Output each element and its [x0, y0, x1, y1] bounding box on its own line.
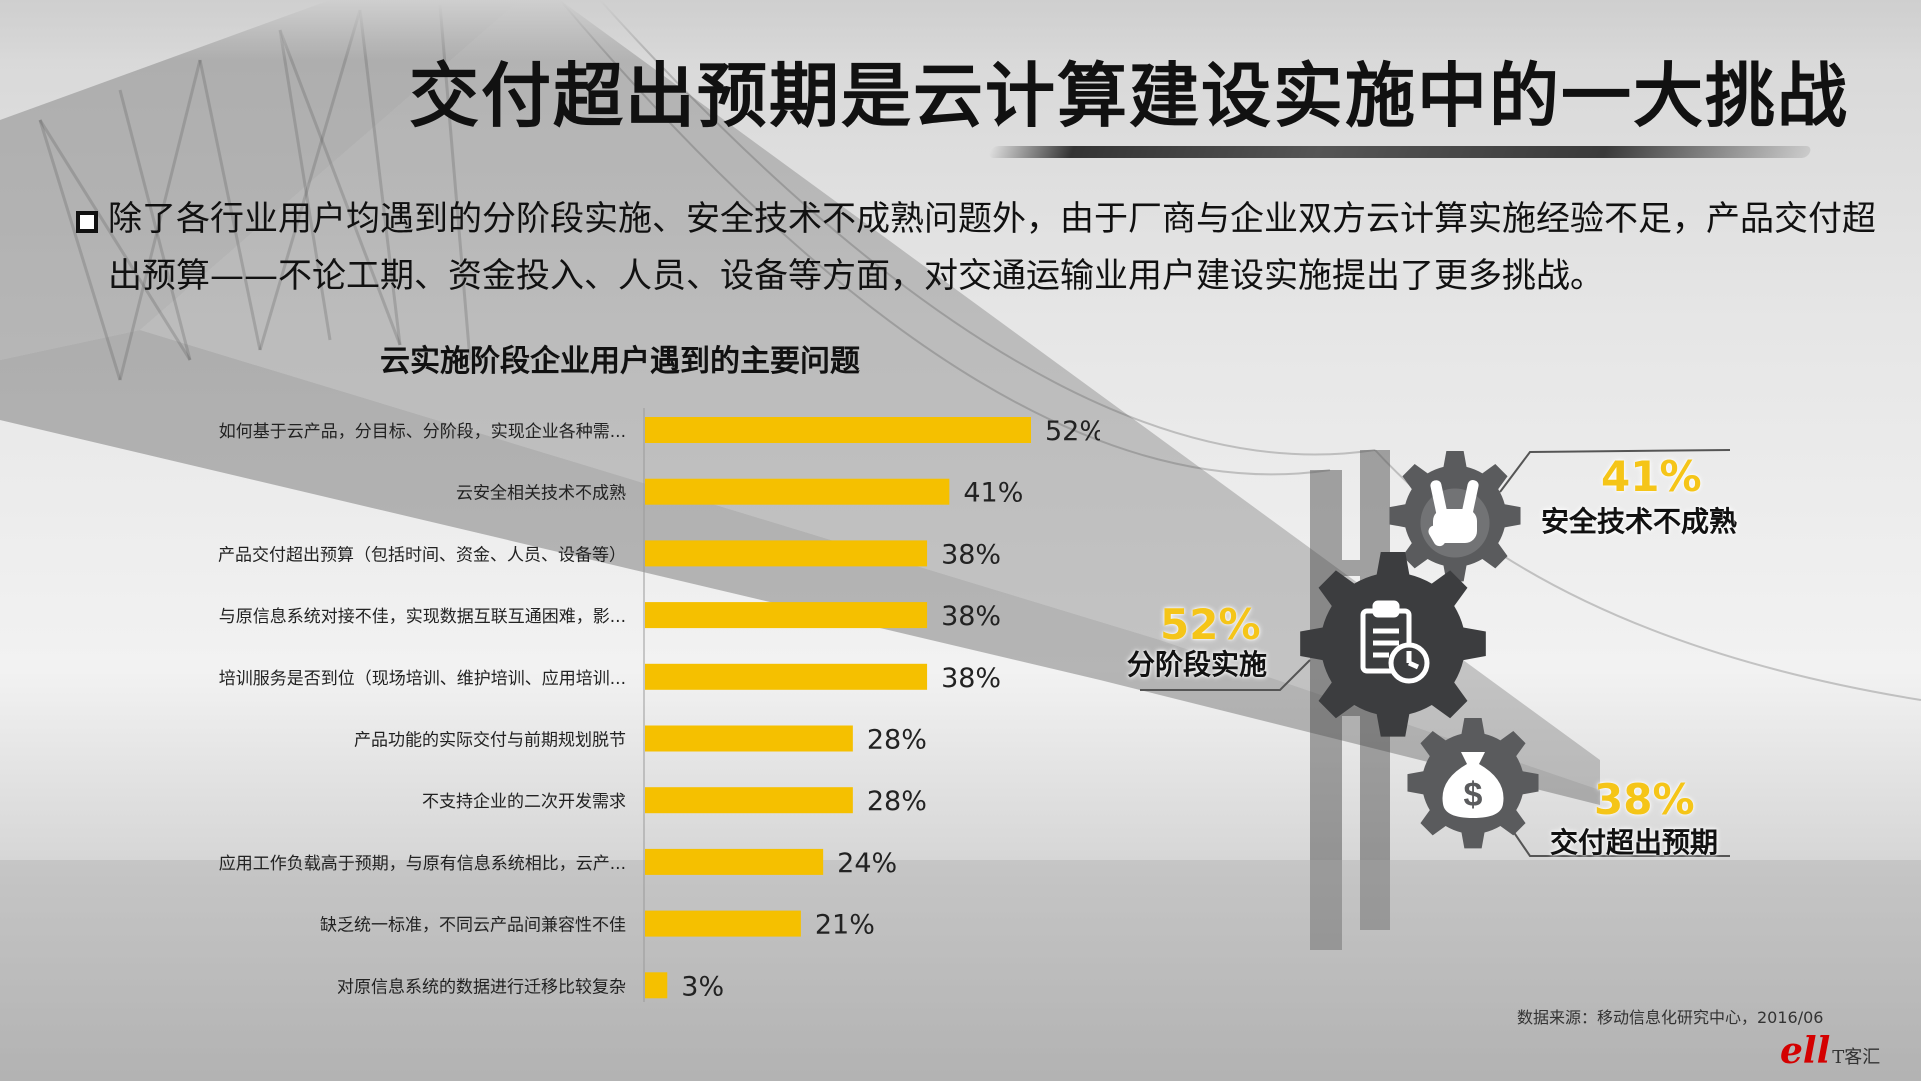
data-source-note: 数据来源：移动信息化研究中心，2016/06: [1517, 1008, 1824, 1027]
sky-fog: [0, 0, 1921, 60]
bar: [645, 417, 1031, 443]
gear-security-percent: 41%: [1601, 452, 1702, 501]
bar-value-label: 41%: [963, 478, 1023, 509]
chart-title: 云实施阶段企业用户遇到的主要问题: [380, 344, 860, 379]
bar-category-label: 如何基于云产品，分目标、分阶段，实现企业各种需...: [219, 422, 626, 442]
bar-value-label: 38%: [941, 539, 1001, 570]
bar-category-label: 培训服务是否到位（现场培训、维护培训、应用培训...: [219, 669, 626, 689]
bridge-trusses: [38, 4, 472, 381]
bar-category-label: 产品功能的实际交付与前期规划脱节: [354, 731, 626, 751]
bar: [645, 910, 801, 937]
gear-security-label: 安全技术不成熟: [1541, 505, 1738, 538]
brand-logo: ell T客汇: [1780, 1030, 1880, 1072]
bar-category-label: 不支持企业的二次开发需求: [422, 792, 626, 812]
page-title: 交付超出预期是云计算建设实施中的一大挑战: [409, 55, 1849, 137]
bar-value-label: 38%: [941, 601, 1001, 632]
bar-value-label: 24%: [837, 848, 897, 879]
bar-value-label: 52%: [1045, 416, 1100, 447]
bar-category-label: 应用工作负载高于预期，与原有信息系统相比，云产...: [219, 854, 626, 874]
bar: [645, 972, 668, 999]
bar: [645, 478, 950, 505]
title-brush-underline: [987, 146, 1813, 158]
bar-value-label: 28%: [867, 786, 927, 817]
gear-phased-label: 分阶段实施: [1127, 648, 1268, 681]
bar: [645, 540, 928, 567]
bar-category-label: 对原信息系统的数据进行迁移比较复杂: [337, 977, 626, 997]
bullet-square-icon: [76, 211, 98, 233]
bar-category-label: 缺乏统一标准，不同云产品间兼容性不佳: [320, 916, 626, 936]
bar: [645, 602, 928, 629]
bar-category-label: 与原信息系统对接不佳，实现数据互联互通困难，影...: [219, 607, 626, 627]
bar: [645, 787, 853, 814]
logo-text: T客汇: [1832, 1047, 1881, 1068]
bar-chart: 如何基于云产品，分目标、分阶段，实现企业各种需... 52% 云安全相关技术不成熟 4…: [218, 408, 1100, 1002]
bar-value-label: 38%: [941, 663, 1001, 694]
bar: [645, 848, 824, 875]
gear-delivery-percent: 38%: [1594, 775, 1695, 824]
bar-category-label: 云安全相关技术不成熟: [456, 483, 626, 504]
bar-category-label: 产品交付超出预算（包括时间、资金、人员、设备等）: [218, 545, 626, 565]
bar: [645, 663, 928, 690]
intro-paragraph: 除了各行业用户均遇到的分阶段实施、安全技术不成熟问题外，由于厂商与企业双方云计算…: [108, 199, 1876, 296]
bar-value-label: 21%: [815, 910, 875, 941]
sea: [0, 860, 1921, 1081]
gear-delivery-label: 交付超出预期: [1550, 826, 1719, 859]
bar-value-label: 28%: [867, 725, 927, 756]
bar: [645, 725, 853, 752]
logo-mark: ell: [1780, 1030, 1831, 1072]
gear-phased-percent: 52%: [1160, 600, 1261, 649]
bar-value-label: 3%: [681, 971, 724, 1002]
